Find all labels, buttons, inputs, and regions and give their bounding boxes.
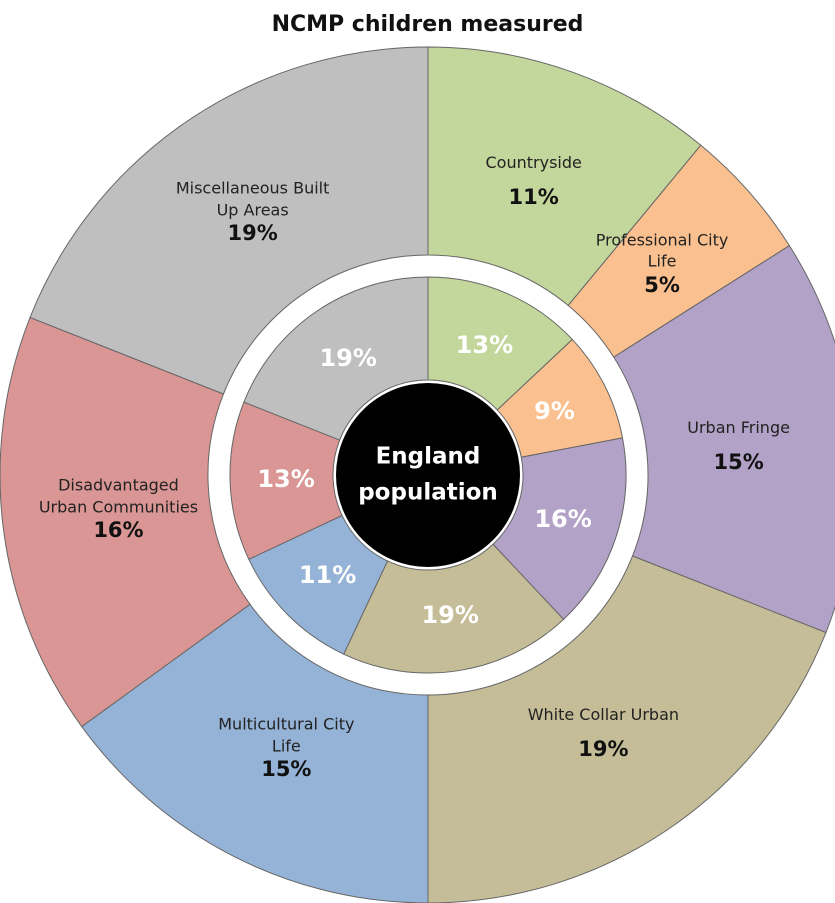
center-hole: [336, 383, 520, 567]
chart-title: NCMP children measured: [271, 12, 584, 37]
value-label: 19%: [227, 220, 278, 245]
donut-segment: [613, 244, 835, 634]
value-label: 16%: [534, 504, 592, 533]
donut-segment: [492, 437, 627, 621]
category-label: Urban Fringe: [687, 417, 790, 437]
category-label: White Collar Urban: [527, 705, 680, 725]
category-label: Professional City Life: [595, 230, 729, 271]
value-label: 11%: [508, 185, 559, 210]
category-label: Miscellaneous Built Up Areas: [175, 178, 330, 219]
value-label: 19%: [421, 601, 479, 630]
value-label: 11%: [298, 561, 357, 590]
category-label: Disadvantaged Urban Communities: [38, 475, 199, 517]
value-label: 15%: [261, 756, 312, 781]
value-label: 9%: [534, 396, 575, 425]
category-label: Countryside: [485, 153, 582, 173]
value-label: 19%: [578, 736, 629, 761]
center-label: England population: [358, 443, 498, 505]
value-label: 13%: [455, 330, 514, 359]
donut-segment: [29, 46, 429, 395]
value-label: 19%: [319, 343, 377, 372]
donut-segment: [0, 316, 251, 728]
category-label: Multicultural City Life: [218, 714, 355, 755]
donut-segment: [427, 555, 827, 903]
value-label: 15%: [713, 449, 764, 474]
donut-segment: [81, 603, 429, 903]
donut-segment: [343, 543, 565, 674]
donut-segment: [427, 46, 702, 307]
value-label: 13%: [257, 465, 315, 494]
value-label: 5%: [644, 272, 680, 297]
donut-segment: [243, 276, 429, 441]
value-label: 16%: [93, 517, 144, 542]
